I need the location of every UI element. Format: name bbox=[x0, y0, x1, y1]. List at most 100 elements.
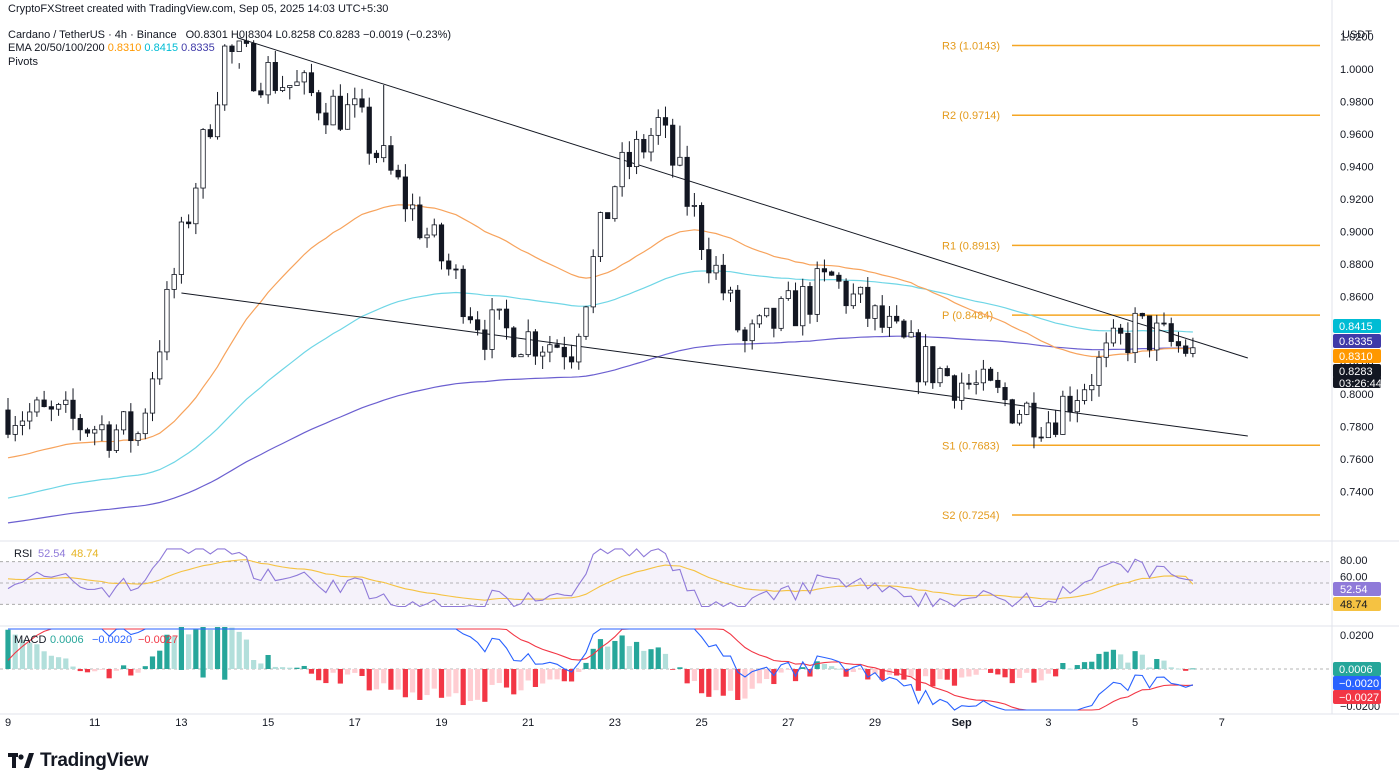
candle bbox=[330, 95, 336, 126]
candle bbox=[785, 290, 791, 299]
macd-histogram-bar bbox=[1190, 668, 1196, 670]
macd-histogram-bar bbox=[467, 669, 473, 702]
macd-histogram-bar bbox=[272, 666, 278, 669]
macd-histogram-bar bbox=[966, 669, 972, 677]
price-tick-label: 0.7400 bbox=[1340, 486, 1374, 498]
macd-histogram-bar bbox=[597, 639, 604, 669]
rsi-tick-label: 60.00 bbox=[1340, 571, 1368, 583]
candle bbox=[807, 286, 813, 315]
price-badge-label: 03:26:44 bbox=[1339, 378, 1382, 390]
price-badge-label: 0.8415 bbox=[1339, 321, 1373, 333]
macd-histogram-bar bbox=[576, 669, 582, 672]
macd-histogram-bar bbox=[959, 669, 965, 678]
candle bbox=[41, 399, 47, 408]
ema100-value: 0.8415 bbox=[144, 42, 179, 54]
candle bbox=[1125, 332, 1131, 354]
candle bbox=[706, 249, 712, 274]
macd-histogram-bar bbox=[48, 655, 54, 669]
macd-histogram-bar bbox=[186, 634, 192, 669]
pivot-label: S1 (0.7683) bbox=[942, 440, 999, 452]
macd-histogram-bar bbox=[12, 634, 18, 669]
candle bbox=[764, 307, 770, 317]
rsi-ma-value: 48.74 bbox=[71, 548, 99, 560]
macd-value: 0.0006 bbox=[50, 634, 84, 646]
candle bbox=[699, 205, 705, 250]
macd-badge bbox=[1333, 676, 1381, 690]
time-tick-label: 25 bbox=[695, 717, 707, 729]
ema-legend[interactable]: EMA 20/50/100/200 0.8310 0.8415 0.8335 bbox=[8, 42, 215, 54]
macd-histogram-bar bbox=[590, 648, 596, 669]
macd-histogram-bar bbox=[453, 669, 459, 694]
tradingview-logo[interactable]: TradingView bbox=[8, 748, 149, 774]
candle bbox=[475, 319, 481, 331]
macd-histogram-bar bbox=[460, 669, 466, 706]
candle bbox=[973, 382, 979, 385]
price-tick-label: 1.0000 bbox=[1340, 64, 1374, 76]
candle bbox=[568, 356, 575, 363]
candle bbox=[294, 81, 300, 86]
macd-badge-label: 0.0006 bbox=[1339, 664, 1373, 676]
macd-histogram-bar bbox=[633, 641, 640, 669]
macd-histogram-bar bbox=[366, 669, 372, 691]
candle bbox=[359, 98, 365, 108]
candle bbox=[1183, 345, 1189, 354]
macd-histogram-bar bbox=[756, 669, 762, 684]
candle bbox=[63, 399, 69, 405]
rsi-line bbox=[7, 548, 1193, 608]
macd-histogram-bar bbox=[727, 669, 734, 691]
candle bbox=[590, 256, 596, 308]
candle bbox=[323, 112, 329, 126]
macd-histogram-bar bbox=[735, 669, 741, 700]
macd-histogram-bar bbox=[843, 669, 849, 677]
candle bbox=[27, 411, 33, 422]
candle bbox=[532, 331, 539, 357]
macd-histogram-bar bbox=[157, 650, 163, 669]
macd-histogram-bar bbox=[92, 669, 98, 672]
pivots-legend[interactable]: Pivots bbox=[8, 56, 38, 68]
candle bbox=[460, 268, 466, 318]
macd-histogram-bar bbox=[344, 669, 351, 675]
ema50-value: 0.8310 bbox=[107, 42, 142, 54]
macd-histogram-bar bbox=[503, 669, 510, 688]
macd-histogram-bar bbox=[142, 666, 148, 669]
candle bbox=[1031, 402, 1037, 438]
ema100-line bbox=[7, 270, 1193, 499]
candle bbox=[800, 286, 806, 327]
macd-histogram-bar bbox=[1067, 668, 1073, 670]
candle bbox=[908, 332, 914, 338]
macd-histogram-bar bbox=[63, 658, 69, 669]
candle bbox=[1154, 322, 1160, 351]
candle bbox=[164, 288, 170, 353]
time-tick-label: 19 bbox=[435, 717, 447, 729]
time-tick-label: Sep bbox=[952, 717, 972, 729]
credit-line: CryptoFXStreet created with TradingView.… bbox=[8, 3, 388, 15]
candle bbox=[34, 399, 40, 413]
rsi-ma-line bbox=[7, 559, 1194, 601]
candle bbox=[272, 62, 278, 91]
candle bbox=[554, 344, 560, 348]
rsi-ma-badge-label: 48.74 bbox=[1340, 599, 1368, 611]
macd-histogram-bar bbox=[821, 663, 828, 669]
macd-histogram-bar bbox=[178, 627, 184, 670]
macd-histogram-bar bbox=[424, 669, 430, 696]
macd-histogram-bar bbox=[1146, 667, 1153, 669]
candle bbox=[446, 260, 452, 270]
candle bbox=[207, 129, 213, 138]
candle bbox=[670, 124, 676, 166]
candle bbox=[547, 344, 553, 353]
macd-histogram-bar bbox=[402, 669, 408, 698]
pivot-label: R1 (0.8913) bbox=[942, 240, 1000, 252]
candle bbox=[128, 411, 134, 442]
candle bbox=[337, 95, 343, 130]
symbol-title[interactable]: Cardano / TetherUS · 4h · Binance bbox=[8, 29, 177, 41]
time-tick-label: 5 bbox=[1132, 717, 1138, 729]
macd-histogram-bar bbox=[243, 639, 250, 669]
candle bbox=[677, 156, 683, 166]
macd-histogram-bar bbox=[279, 667, 286, 669]
candle bbox=[829, 271, 835, 276]
candle bbox=[778, 298, 784, 329]
macd-histogram-bar bbox=[547, 669, 553, 680]
macd-histogram-bar bbox=[1060, 663, 1066, 669]
candle bbox=[1089, 385, 1095, 391]
